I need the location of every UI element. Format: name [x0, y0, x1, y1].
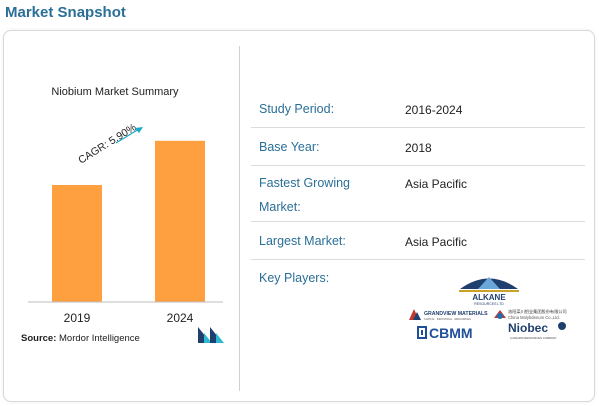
row-study-period: Study Period: 2016-2024 — [251, 92, 585, 128]
cagr-annotation: CAGR: 5.90% — [76, 121, 143, 167]
grandview-name: GRANDVIEW MATERIALS — [424, 311, 488, 317]
grandview-sub: CAPITAL · INDUSTRIAL · RESOURCES — [424, 317, 471, 321]
cagr-label: CAGR: 5.90% — [76, 121, 138, 166]
mordor-logo-icon — [198, 327, 224, 343]
fastest-growing-label: Fastest Growing Market: — [259, 176, 351, 214]
largest-market-label: Largest Market: — [259, 234, 346, 248]
source-prefix: Source: — [21, 333, 57, 344]
chart-title: Niobium Market Summary — [51, 86, 179, 98]
largest-market-value: Asia Pacific — [405, 235, 468, 249]
row-base-year: Base Year: 2018 — [251, 128, 585, 166]
niobec-logo: Niobec A MAGRIS RESOURCES COMPANY — [508, 321, 566, 340]
cagr-arrowhead — [135, 127, 143, 133]
cbmm-logo: CBMM — [417, 325, 473, 341]
source-text: Mordor Intelligence — [59, 333, 140, 344]
cmoc-sub: China Molybdenum Co.,Ltd. — [508, 315, 560, 320]
x-tick-label: 2019 — [64, 311, 91, 325]
cbmm-name: CBMM — [429, 325, 473, 341]
source-note: Source: Mordor Intelligence — [21, 333, 140, 344]
alkane-name: ALKANE — [472, 293, 506, 302]
market-summary-chart: 2019 2024 CAGR: 5.90% — [28, 121, 223, 325]
vertical-divider — [239, 46, 240, 391]
study-period-label: Study Period: — [259, 102, 335, 116]
alkane-sub: RESOURCES LTD — [474, 302, 504, 306]
base-year-label: Base Year: — [259, 140, 320, 154]
cagr-arrow — [115, 128, 140, 144]
row-fastest-growing: Fastest Growing Market: Asia Pacific — [251, 166, 585, 222]
niobec-sub: A MAGRIS RESOURCES COMPANY — [510, 336, 557, 340]
alkane-logo: ALKANE RESOURCES LTD — [459, 277, 519, 306]
bar-2019 — [52, 185, 102, 302]
key-players-label: Key Players: — [259, 271, 330, 285]
grandview-logo: GRANDVIEW MATERIALS CAPITAL · INDUSTRIAL… — [409, 309, 488, 321]
fastest-growing-value: Asia Pacific — [405, 177, 468, 191]
page-title: Market Snapshot — [5, 4, 126, 21]
bar-2024 — [155, 140, 205, 302]
cmoc-logo: 洛阳栾川钼业集团股份有限公司 China Molybdenum Co.,Ltd. — [494, 308, 567, 320]
row-largest-market: Largest Market: Asia Pacific — [251, 222, 585, 260]
niobec-name: Niobec — [508, 321, 548, 335]
base-year-value: 2018 — [405, 141, 432, 155]
row-key-players: Key Players: — [251, 260, 585, 360]
study-period-value: 2016-2024 — [405, 103, 463, 117]
x-tick-label: 2024 — [167, 311, 194, 325]
cmoc-name: 洛阳栾川钼业集团股份有限公司 — [508, 308, 567, 315]
snapshot-table: Study Period: 2016-2024 Base Year: 2018 … — [251, 92, 585, 360]
